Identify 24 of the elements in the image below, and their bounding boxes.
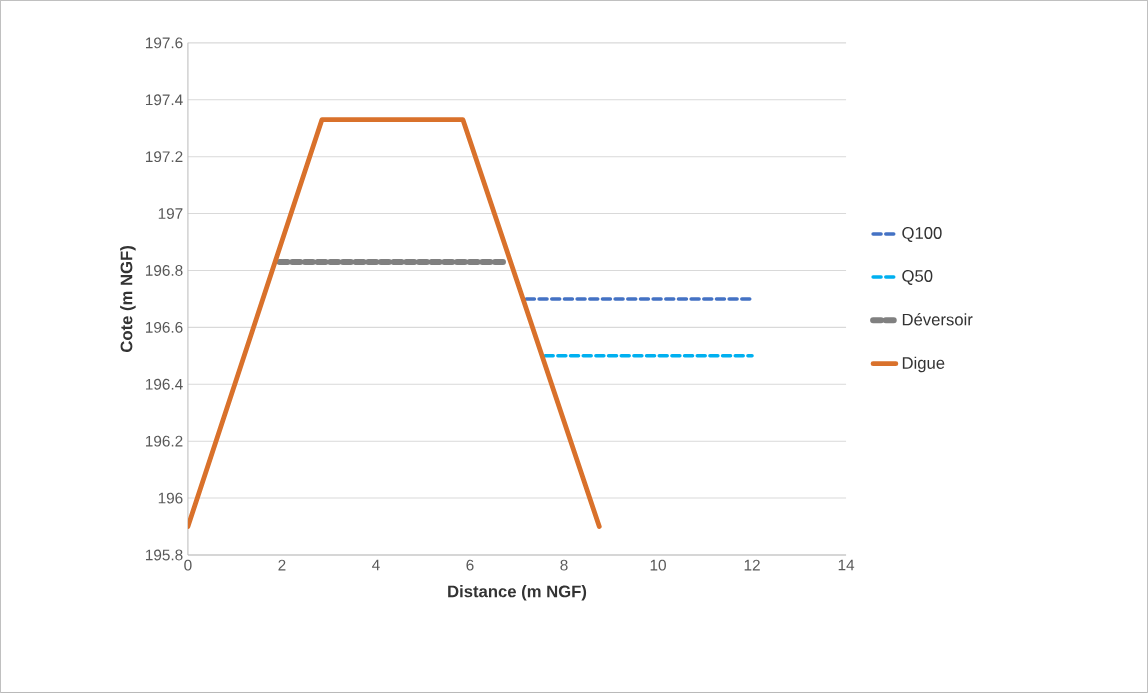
x-tick-label: 8 bbox=[560, 559, 568, 571]
x-tick-label: 2 bbox=[278, 559, 286, 571]
legend-label: Q50 bbox=[902, 270, 933, 285]
y-tick-label: 196.2 bbox=[146, 435, 183, 447]
y-tick-label: 197.2 bbox=[146, 151, 183, 163]
y-tick-label: 197.4 bbox=[146, 94, 183, 106]
x-tick-label: 4 bbox=[372, 559, 380, 571]
x-tick-label: 6 bbox=[466, 559, 474, 571]
legend-label: Q100 bbox=[902, 227, 942, 242]
x-tick-label: 12 bbox=[744, 559, 760, 571]
x-tick-label: 0 bbox=[184, 559, 192, 571]
x-tick-label: 10 bbox=[650, 559, 666, 571]
y-tick-label: 195.8 bbox=[146, 549, 183, 561]
y-tick-label: 196 bbox=[158, 492, 183, 504]
x-tick-label: 14 bbox=[838, 559, 855, 571]
y-tick-label: 196.6 bbox=[146, 322, 183, 333]
y-axis-title: Cote (m NGF) bbox=[120, 246, 136, 352]
x-axis-title: Distance (m NGF) bbox=[448, 585, 587, 601]
legend-label: Déversoir bbox=[902, 313, 973, 326]
legend-label: Digue bbox=[902, 356, 945, 373]
y-tick-label: 197.6 bbox=[146, 37, 183, 49]
y-tick-label: 196.8 bbox=[146, 265, 183, 276]
y-tick-label: 197 bbox=[158, 208, 183, 220]
y-tick-label: 196.4 bbox=[146, 378, 183, 390]
